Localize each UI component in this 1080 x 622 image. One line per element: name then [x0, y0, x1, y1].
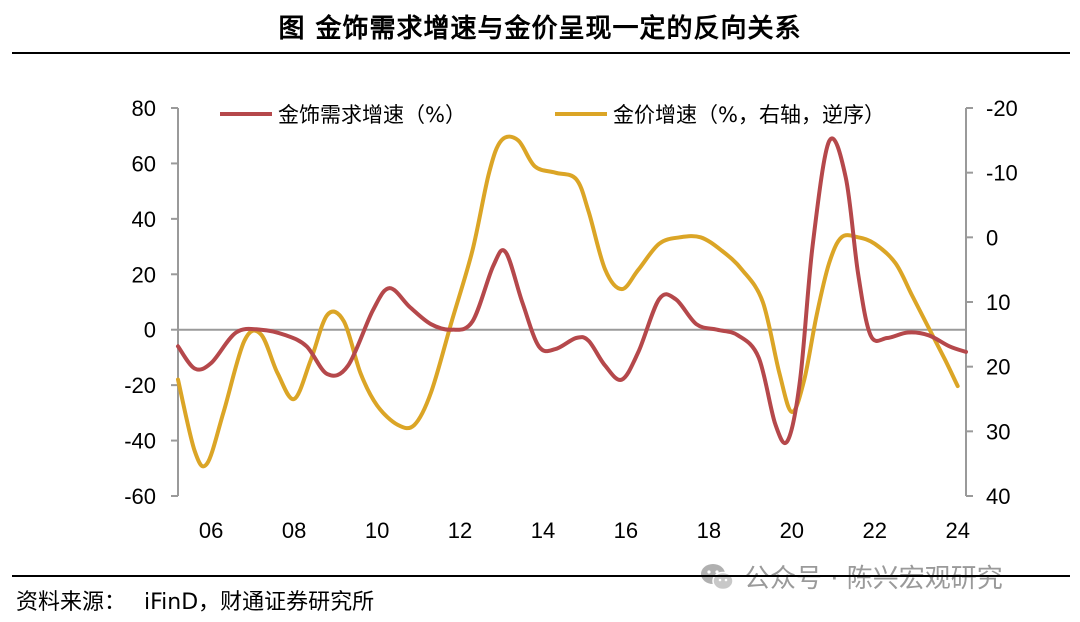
- left-tick-label: 0: [144, 318, 156, 343]
- x-tick-label: 24: [945, 518, 969, 543]
- right-tick-label: 40: [986, 484, 1010, 509]
- x-tick-label: 22: [863, 518, 887, 543]
- left-tick-label: -40: [124, 429, 156, 454]
- left-tick-label: 40: [132, 207, 156, 232]
- watermark-text: 公众号 · 陈兴宏观研究: [744, 564, 1003, 594]
- title-divider: [12, 52, 1070, 54]
- x-tick-label: 08: [282, 518, 306, 543]
- source-label: 资料来源：: [16, 590, 127, 615]
- right-tick-label: 20: [986, 355, 1010, 380]
- source-note: 资料来源： iFinD，财通证券研究所: [16, 584, 392, 616]
- x-tick-label: 14: [531, 518, 555, 543]
- x-tick-label: 10: [365, 518, 389, 543]
- x-tick-label: 18: [697, 518, 721, 543]
- right-tick-label: -20: [986, 96, 1018, 121]
- watermark: 公众号 · 陈兴宏观研究: [700, 558, 1003, 595]
- series-line-jewelry-demand: [176, 136, 968, 446]
- left-tick-label: -60: [124, 484, 156, 509]
- right-tick-label: 0: [986, 225, 998, 250]
- x-tick-label: 06: [199, 518, 223, 543]
- chart-series: [176, 134, 968, 469]
- chart-axes: [177, 108, 967, 496]
- chart-canvas: 80 60 40 20 0 -20 -40 -60 -20 -10 0 10 20 30 40 06 08 10 1…: [124, 96, 1018, 543]
- footer-divider: [12, 575, 1070, 577]
- legend-gold-price-label: 金价增速（%，右轴，逆序）: [613, 103, 885, 127]
- chart-legend: 金饰需求增速（%） 金价增速（%，右轴，逆序）: [220, 103, 885, 127]
- x-tick-label: 20: [780, 518, 804, 543]
- left-tick-label: 80: [132, 96, 156, 121]
- right-tick-label: 30: [986, 419, 1010, 444]
- legend-jewelry-demand-label: 金饰需求增速（%）: [278, 103, 466, 127]
- series-line-gold-price: [176, 134, 960, 469]
- source-text: iFinD，财通证券研究所: [144, 590, 375, 615]
- chart-ticks: 80 60 40 20 0 -20 -40 -60 -20 -10 0 10 20 30 40 06 08 10 1…: [124, 96, 1018, 543]
- right-tick-label: 10: [986, 290, 1010, 315]
- x-tick-label: 16: [614, 518, 638, 543]
- left-tick-label: 20: [132, 262, 156, 287]
- chart-title: 图 金饰需求增速与金价呈现一定的反向关系: [278, 14, 802, 44]
- right-tick-label: -10: [986, 161, 1018, 186]
- left-tick-label: 60: [132, 151, 156, 176]
- left-tick-label: -20: [124, 373, 156, 398]
- x-tick-label: 12: [448, 518, 472, 543]
